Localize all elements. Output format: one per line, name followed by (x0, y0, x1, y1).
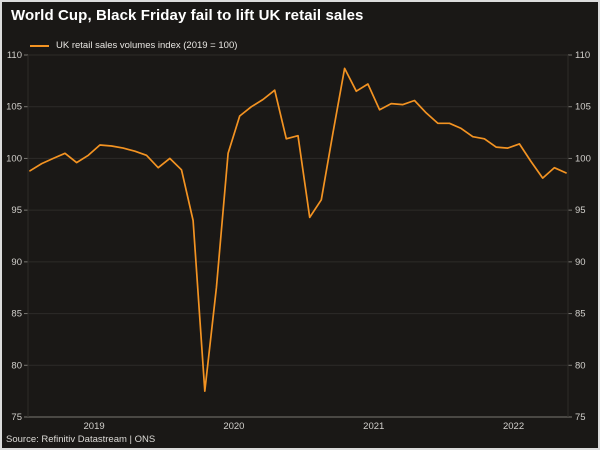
x-axis-label: 2022 (503, 421, 524, 432)
y-axis-label-left: 85 (11, 309, 22, 320)
chart-title: World Cup, Black Friday fail to lift UK … (11, 7, 364, 24)
y-axis-label-left: 105 (6, 102, 22, 113)
y-axis-label-right: 85 (575, 309, 586, 320)
y-axis-label-right: 100 (575, 153, 591, 164)
y-axis-label-left: 80 (11, 360, 22, 371)
y-axis-label-right: 90 (575, 257, 586, 268)
y-axis-label-left: 110 (7, 50, 22, 61)
x-axis-label: 2021 (363, 421, 384, 432)
y-axis-label-left: 100 (6, 153, 22, 164)
y-axis-label-right: 105 (575, 102, 591, 113)
y-axis-label-right: 80 (575, 360, 586, 371)
legend: UK retail sales volumes index (2019 = 10… (30, 40, 237, 51)
legend-label: UK retail sales volumes index (2019 = 10… (56, 40, 238, 51)
legend-line-swatch-icon (30, 44, 49, 47)
x-axis-label: 2020 (223, 421, 244, 432)
x-axis-label: 2019 (84, 421, 105, 432)
y-axis-label-left: 95 (11, 205, 22, 216)
source-attribution: Source: Refinitiv Datastream | ONS (6, 434, 156, 445)
y-axis-label-left: 75 (11, 412, 22, 423)
y-axis-label-left: 90 (11, 257, 22, 268)
y-axis-label-right: 110 (575, 50, 590, 61)
y-axis-label-right: 95 (575, 205, 586, 216)
y-axis-label-right: 75 (575, 412, 586, 423)
data-line-uk-retail-sales (29, 67, 567, 392)
